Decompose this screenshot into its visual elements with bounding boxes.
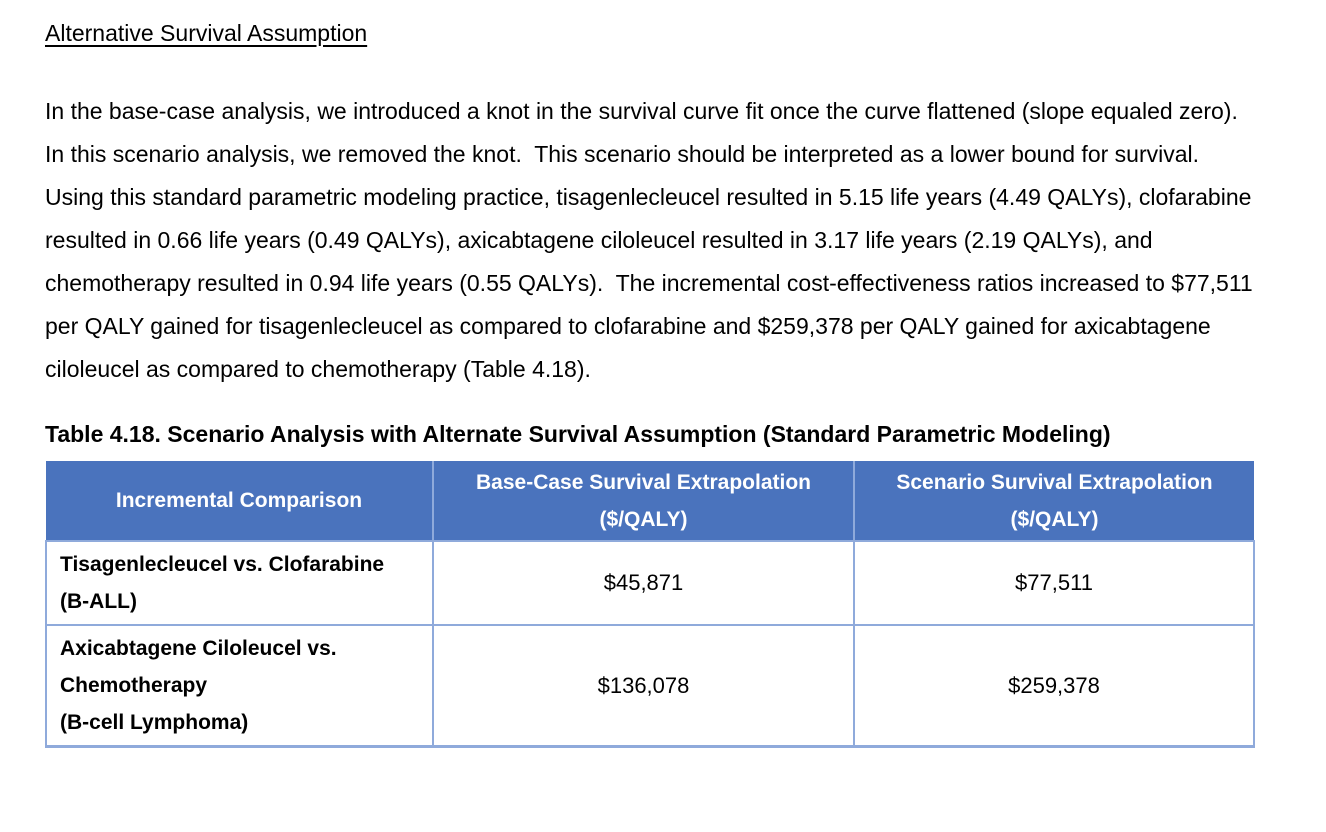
scenario-value-axicabtagene: $259,378 (853, 624, 1255, 748)
row-label-line: (B-cell Lymphoma) (60, 711, 249, 734)
header-line: ($/QALY) (1010, 507, 1099, 531)
header-line: Incremental Comparison (115, 489, 363, 512)
table-header-row: Incremental Comparison Base-Case Surviva… (46, 461, 1254, 541)
row-label-line: (B-ALL) (60, 590, 137, 613)
header-line: Base-Case Survival Extrapolation (476, 470, 811, 494)
scenario-analysis-table: Incremental Comparison Base-Case Surviva… (45, 461, 1255, 748)
row-label-line: Axicabtagene Ciloleucel vs. (60, 637, 337, 660)
header-line: Scenario Survival Extrapolation (896, 470, 1213, 494)
body-paragraph: In the base-case analysis, we introduced… (45, 98, 1260, 382)
row-label-axicabtagene: Axicabtagene Ciloleucel vs. Chemotherapy… (45, 624, 434, 748)
header-scenario-extrapolation: Scenario Survival Extrapolation ($/QALY) (853, 461, 1254, 541)
table-row-tisagenlecleucel: Tisagenlecleucel vs. Clofarabine (B-ALL)… (45, 540, 1255, 626)
base-case-value-axicabtagene: $136,078 (432, 624, 855, 748)
row-label-line: Tisagenlecleucel vs. Clofarabine (60, 553, 385, 576)
scenario-value-tisagenlecleucel: $77,511 (853, 540, 1255, 626)
header-line: ($/QALY) (599, 507, 688, 531)
header-base-case-extrapolation: Base-Case Survival Extrapolation ($/QALY… (432, 461, 854, 541)
table-caption: Table 4.18. Scenario Analysis with Alter… (45, 421, 1111, 447)
row-label-line: Chemotherapy (60, 674, 208, 697)
table-row-axicabtagene: Axicabtagene Ciloleucel vs. Chemotherapy… (45, 624, 1255, 748)
base-case-value-tisagenlecleucel: $45,871 (432, 540, 855, 626)
header-incremental-comparison: Incremental Comparison (46, 461, 433, 541)
section-heading: Alternative Survival Assumption (45, 20, 368, 46)
row-label-tisagenlecleucel: Tisagenlecleucel vs. Clofarabine (B-ALL) (45, 540, 434, 626)
document-page: Alternative Survival Assumption In the b… (45, 20, 1260, 748)
